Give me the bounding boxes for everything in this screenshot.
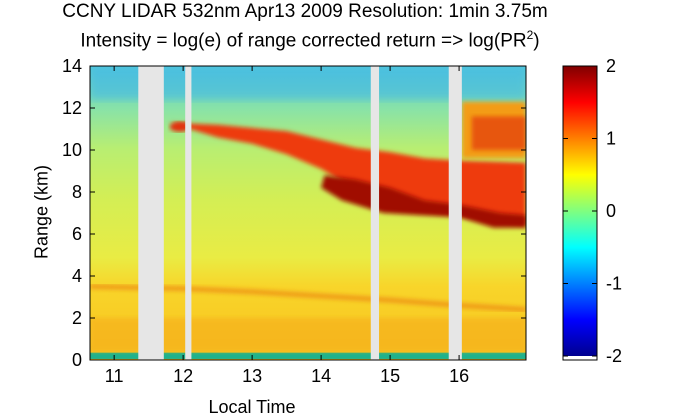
subtitle-suffix: ) (533, 30, 540, 52)
chart-subtitle: Intensity = log(e) of range corrected re… (20, 23, 600, 53)
y-tick-label: 0 (72, 350, 82, 370)
colorbar: -2 -1 0 1 2 (562, 56, 622, 366)
subtitle-superscript: 2 (526, 28, 534, 42)
colorbar-tick-label: -1 (606, 274, 622, 294)
colorbar-tick-label: 0 (606, 201, 616, 221)
colorbar-ticks: -2 -1 0 1 2 (563, 56, 622, 366)
colorbar-tick-label: -2 (606, 346, 622, 366)
surface-layer (90, 352, 526, 359)
chart-title: CCNY LIDAR 532nm Apr13 2009 Resolution: … (62, 1, 548, 22)
data-gap (138, 66, 164, 360)
data-gap (370, 66, 380, 360)
upper-cloud-core (471, 116, 526, 150)
x-tick-label: 15 (380, 366, 400, 386)
colorbar-tick-label: 2 (606, 56, 616, 76)
x-axis-label: Local Time (208, 397, 296, 417)
x-tick-label: 14 (311, 366, 331, 386)
x-tick-label: 16 (449, 366, 469, 386)
y-axis-label: Range (km) (31, 164, 52, 260)
cloud-patch-12h (169, 121, 190, 132)
y-tick-label: 4 (72, 266, 82, 286)
subtitle-text: Intensity = log(e) of range corrected re… (80, 30, 527, 52)
x-tick-label: 12 (173, 366, 193, 386)
colorbar-tick-label: 1 (606, 129, 616, 149)
x-tick-label: 13 (242, 366, 262, 386)
y-tick-label: 12 (62, 98, 82, 118)
colorbar-frame (562, 65, 598, 361)
plot-area (90, 66, 526, 360)
data-gap (185, 66, 192, 360)
data-gap (448, 66, 462, 360)
axis-layer: 11 12 13 14 15 16 0 2 4 6 8 10 12 14 (62, 56, 526, 386)
gap-layer (138, 66, 462, 360)
x-tick-label: 11 (105, 366, 124, 386)
y-tick-label: 14 (62, 56, 82, 76)
plot-frame (89, 65, 527, 361)
y-tick-label: 10 (62, 140, 82, 160)
y-tick-label: 6 (72, 224, 82, 244)
y-tick-label: 2 (72, 308, 82, 328)
cirrus-cloud (169, 122, 526, 226)
y-tick-label: 8 (72, 182, 82, 202)
colorbar-gradient (563, 66, 597, 356)
